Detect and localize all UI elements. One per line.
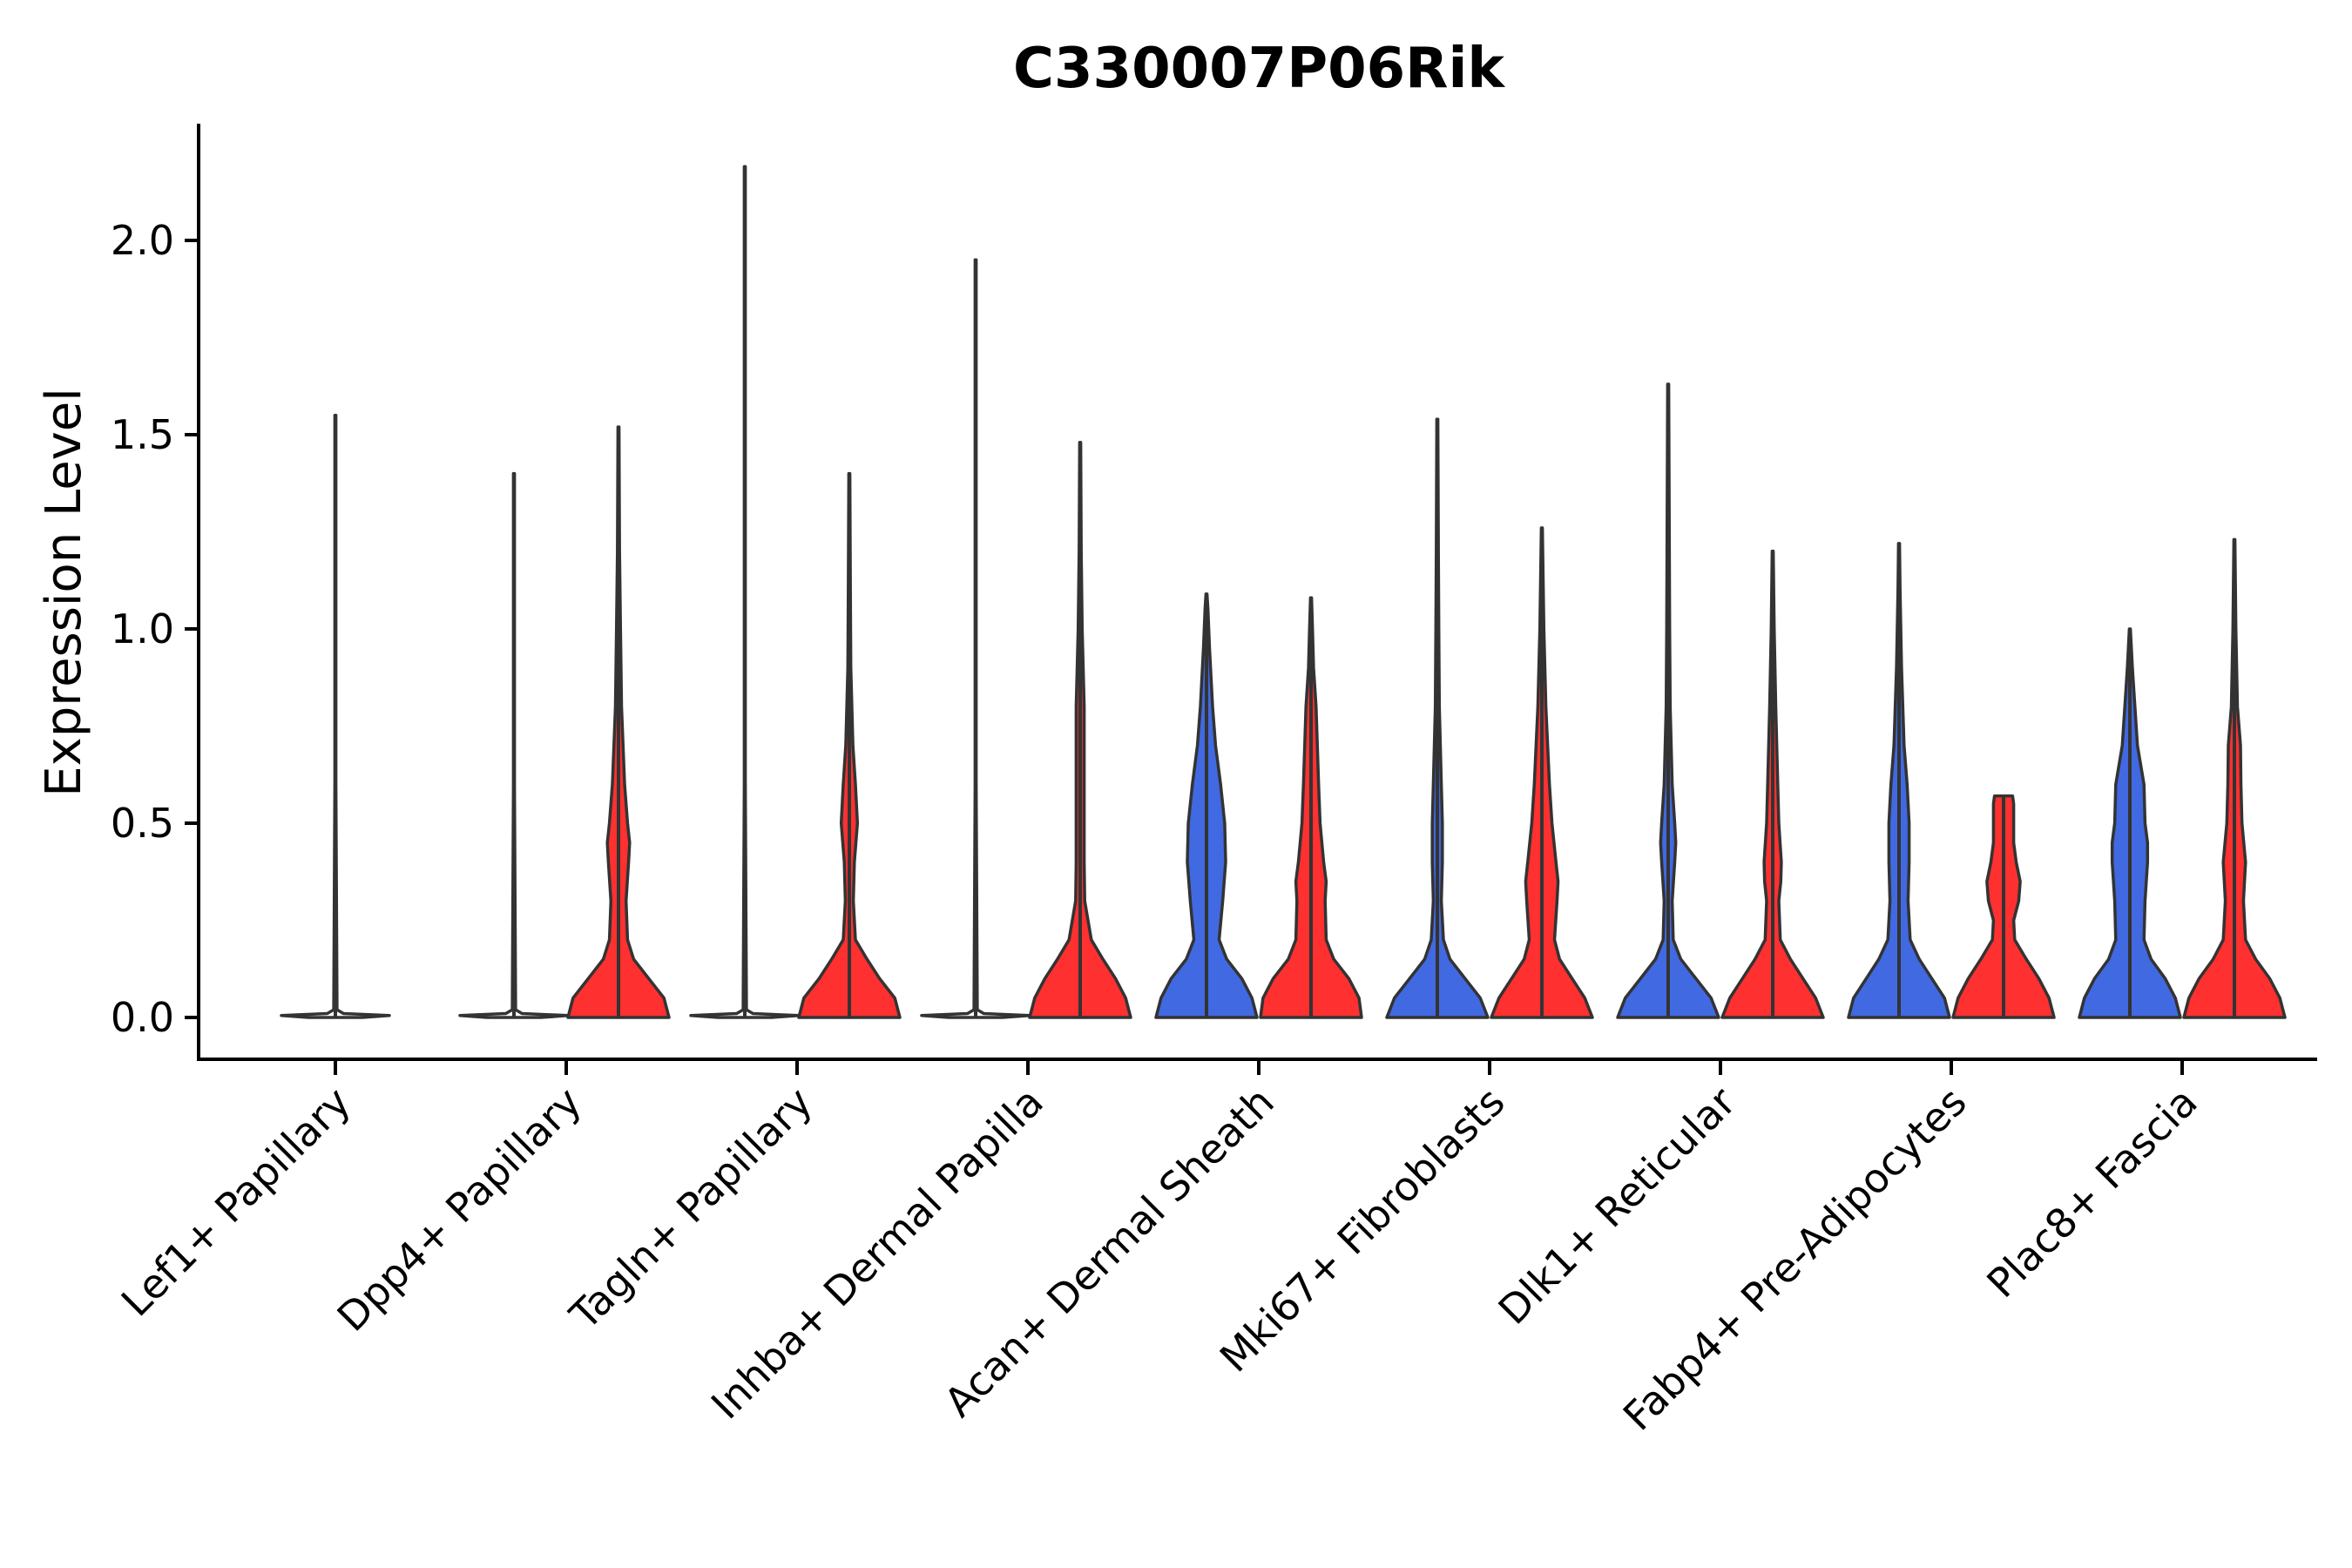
y-axis-ticks: 0.0 0.5 1.0 1.5 2.0	[111, 217, 199, 1041]
x-tick-label: Dpp4+ Papillary	[328, 1078, 591, 1341]
violins-group	[280, 165, 2287, 1019]
x-tick-label: Plac8+ Fascia	[1977, 1078, 2206, 1307]
y-tick-label: 0.0	[111, 994, 174, 1041]
y-axis-label: Expression Level	[36, 388, 92, 797]
chart-title: C330007P06Rik	[1013, 37, 1505, 101]
x-tick-label: Dlk1+ Reticular	[1490, 1078, 1745, 1334]
x-tick-label: Lef1+ Papillary	[112, 1078, 360, 1326]
y-tick-label: 1.0	[111, 605, 174, 652]
y-tick-label: 1.5	[111, 411, 174, 458]
x-tick-label: Tagln+ Papillary	[560, 1078, 821, 1340]
y-tick-label: 2.0	[111, 217, 174, 264]
y-tick-label: 0.5	[111, 800, 174, 847]
